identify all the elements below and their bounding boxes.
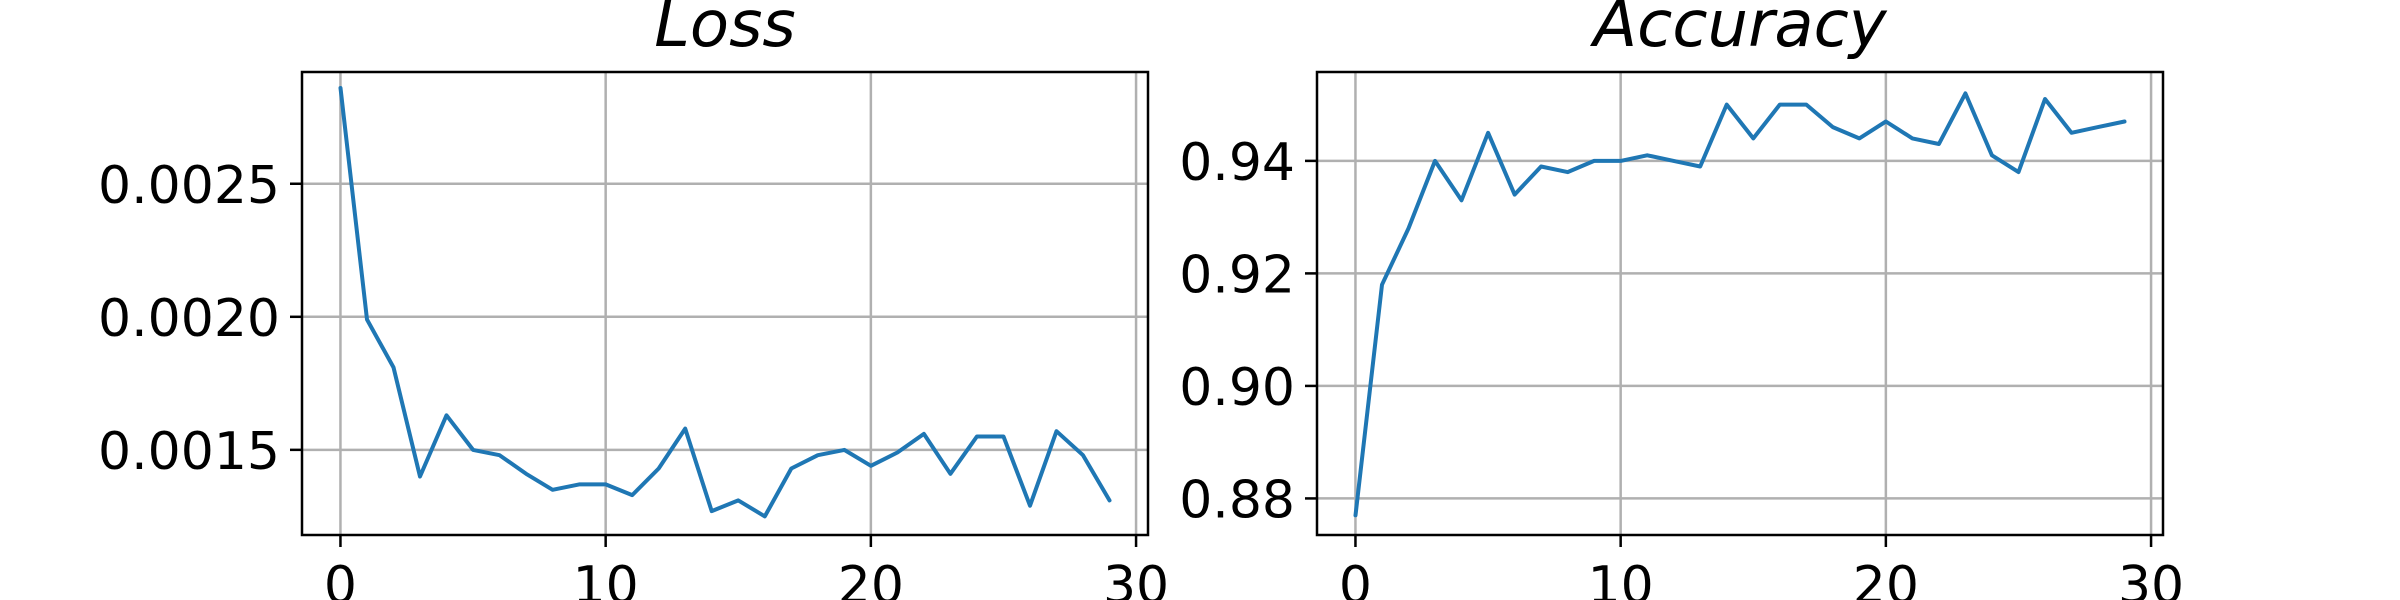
accuracy-chart-panel: 0 10 20 30 0.88 0.90 0.92 0.94 Accuracy (1179, 0, 2184, 600)
loss-y-tick-label: 0.0020 (98, 289, 280, 349)
loss-x-tick-label: 0 (324, 556, 357, 600)
loss-chart-panel: 0 10 20 30 0.0015 0.0020 0.0025 Loss (98, 0, 1169, 600)
accuracy-y-tick-label: 0.88 (1179, 470, 1295, 530)
loss-x-tick-label: 10 (573, 556, 639, 600)
accuracy-y-tick-label: 0.94 (1179, 133, 1295, 193)
loss-axes-frame (300, 70, 1150, 537)
loss-x-tick-label: 20 (838, 556, 904, 600)
loss-series-line (338, 86, 1112, 519)
loss-y-tick-label: 0.0025 (98, 156, 280, 216)
accuracy-x-tick-label: 10 (1588, 556, 1654, 600)
accuracy-series-line (1353, 91, 2127, 518)
accuracy-x-tick-label: 20 (1853, 556, 1919, 600)
accuracy-chart-title: Accuracy (1589, 0, 1887, 62)
loss-y-tick-label: 0.0015 (98, 422, 280, 482)
accuracy-x-tick-label: 0 (1339, 556, 1372, 600)
accuracy-y-tick-label: 0.90 (1179, 358, 1295, 418)
accuracy-axes-frame (1315, 70, 2165, 537)
loss-x-tick-label: 30 (1103, 556, 1169, 600)
accuracy-y-tick-label: 0.92 (1179, 245, 1295, 305)
accuracy-x-tick-label: 30 (2118, 556, 2184, 600)
loss-chart-title: Loss (654, 0, 796, 62)
